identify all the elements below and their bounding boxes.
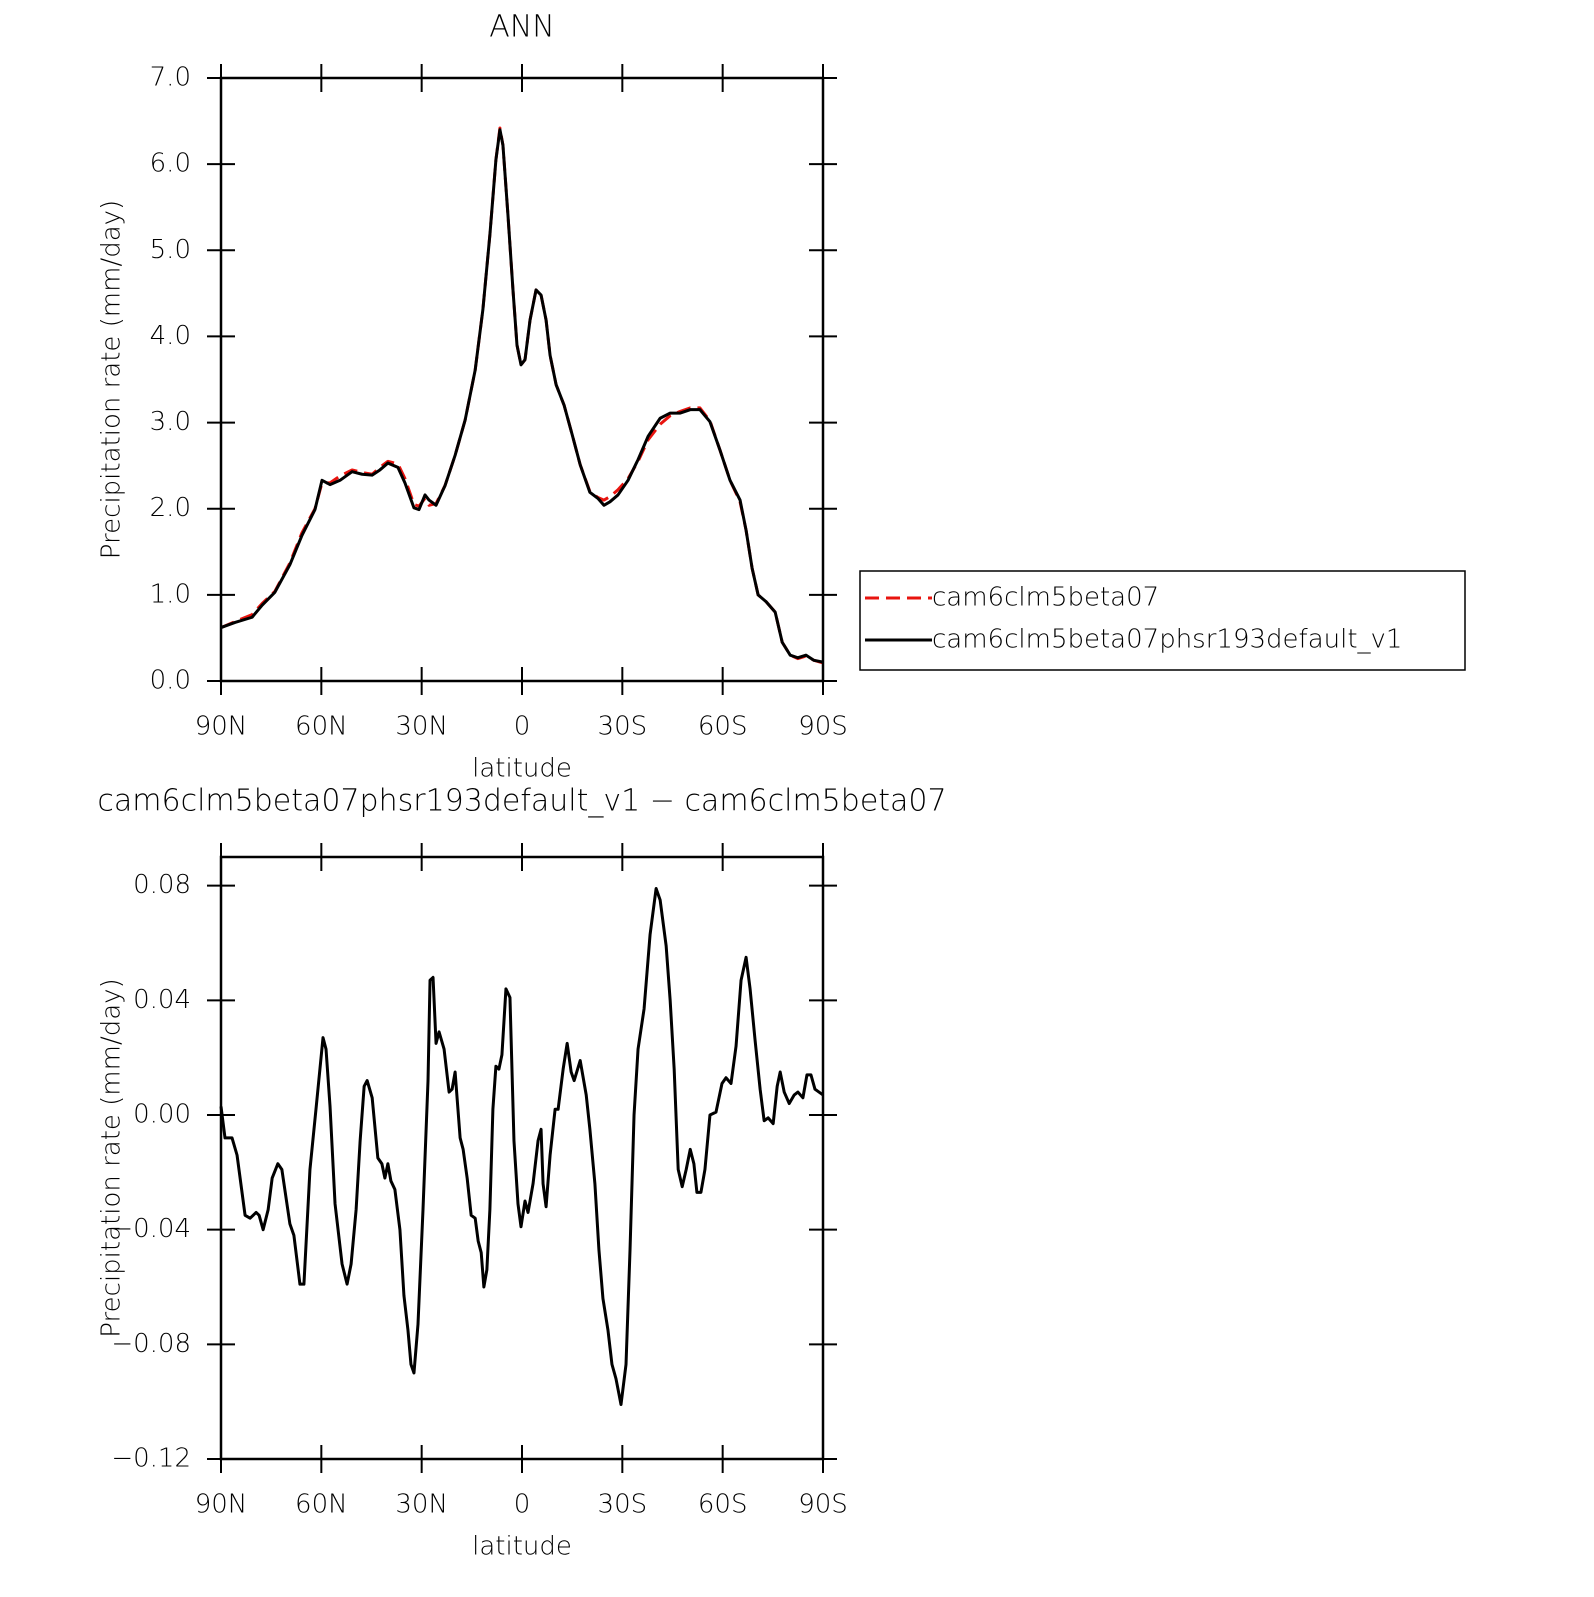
- y-tick-label: 4.0: [150, 321, 191, 351]
- y-axis-label: Precipitation rate (mm/day): [97, 200, 127, 559]
- x-tick-label: 90S: [798, 712, 848, 742]
- y-tick-label: −0.04: [111, 1214, 191, 1244]
- x-tick-label: 60N: [295, 712, 348, 742]
- x-axis-label: latitude: [472, 754, 572, 784]
- x-tick-label: 30N: [395, 712, 448, 742]
- y-tick-label: 7.0: [150, 63, 191, 93]
- data-line: [220, 128, 824, 664]
- y-tick-label: 5.0: [150, 235, 191, 265]
- y-tick-label: 3.0: [150, 407, 191, 437]
- y-tick-label: 2.0: [150, 493, 191, 523]
- y-tick-label: 1.0: [150, 579, 191, 609]
- plot-frame: [219, 855, 825, 1461]
- x-tick-label: 60N: [295, 1490, 348, 1520]
- legend-label: cam6clm5beta07: [932, 583, 1159, 613]
- chart-title: ANN: [489, 10, 554, 45]
- x-tick-label: 90N: [195, 1490, 248, 1520]
- plot-frame: [219, 76, 825, 683]
- legend-label: cam6clm5beta07phsr193default_v1: [932, 625, 1402, 655]
- chart-title: cam6clm5beta07phsr193default_v1 − cam6cl…: [97, 784, 946, 819]
- y-tick-label: −0.12: [111, 1444, 191, 1474]
- x-tick-label: 90S: [798, 1490, 848, 1520]
- x-tick-label: 30S: [598, 1490, 648, 1520]
- y-tick-label: 0.00: [133, 1100, 191, 1130]
- data-line: [219, 887, 824, 1407]
- data-line: [220, 126, 824, 665]
- x-tick-label: 60S: [698, 712, 748, 742]
- y-tick-label: 0.08: [133, 870, 191, 900]
- x-tick-label: 60S: [698, 1490, 748, 1520]
- y-axis-label: Precipitation rate (mm/day): [97, 978, 127, 1337]
- y-tick-label: 0.0: [150, 666, 191, 696]
- x-tick-label: 30N: [395, 1490, 448, 1520]
- x-tick-label: 90N: [195, 712, 248, 742]
- x-tick-label: 30S: [598, 712, 648, 742]
- x-axis-label: latitude: [472, 1532, 572, 1562]
- x-tick-label: 0: [514, 1490, 531, 1520]
- x-tick-label: 0: [514, 712, 531, 742]
- y-tick-label: −0.08: [111, 1329, 191, 1359]
- y-tick-label: 0.04: [133, 985, 191, 1015]
- y-tick-label: 6.0: [150, 149, 191, 179]
- legend-box: [859, 570, 1466, 671]
